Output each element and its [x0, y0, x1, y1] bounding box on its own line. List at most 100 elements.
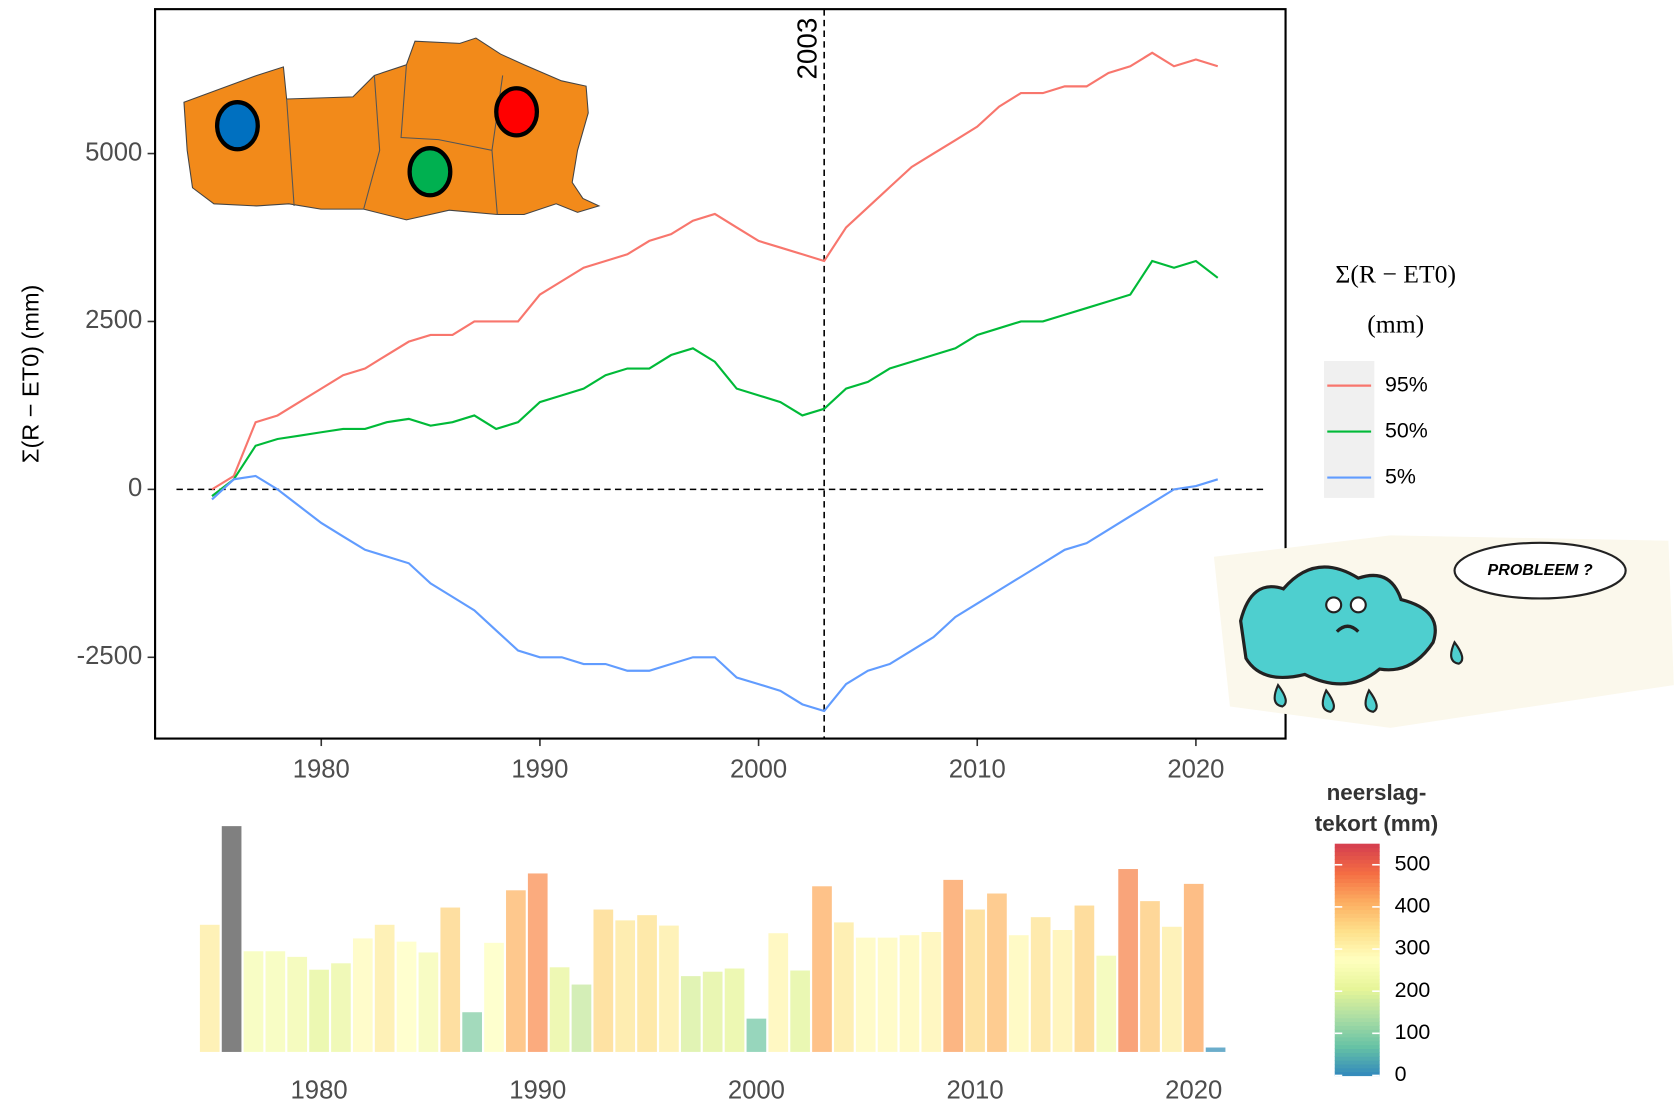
- bar: [987, 894, 1007, 1052]
- colorbar-segment: [1335, 1048, 1380, 1053]
- legend-title: (mm): [1367, 310, 1424, 339]
- colorbar-segment: [1335, 1045, 1380, 1050]
- colorbar-label: 100: [1395, 1020, 1431, 1044]
- bar: [1162, 927, 1182, 1052]
- colorbar-label: 400: [1395, 894, 1431, 918]
- cartoon: PROBLEEM ?: [1214, 535, 1674, 728]
- bar: [834, 922, 854, 1052]
- colorbar-segment: [1335, 940, 1380, 945]
- x-tick-label: 1990: [509, 1076, 566, 1104]
- x-tick-label: 1980: [293, 755, 350, 783]
- y-tick-label: 5000: [85, 138, 142, 166]
- bar: [419, 952, 439, 1051]
- bar: [1009, 935, 1029, 1052]
- colorbar-label: 0: [1395, 1062, 1407, 1086]
- map-inset: [184, 38, 599, 220]
- colorbar-label: 300: [1395, 936, 1431, 960]
- bar: [528, 873, 548, 1051]
- colorbar-segment: [1335, 898, 1380, 903]
- series-line: [212, 261, 1218, 496]
- bar: [287, 957, 307, 1052]
- colorbar-segment: [1335, 886, 1380, 891]
- bar: [484, 943, 504, 1052]
- bar: [309, 970, 329, 1052]
- bar: [1075, 906, 1095, 1052]
- bar: [812, 886, 832, 1052]
- event-label: 2003: [792, 18, 823, 80]
- colorbar-label: 200: [1395, 978, 1431, 1002]
- x-tick-label: 2010: [949, 755, 1006, 783]
- colorbar-segment: [1335, 902, 1380, 907]
- bar: [1031, 917, 1051, 1052]
- bar: [681, 976, 701, 1052]
- bar: [462, 1012, 482, 1052]
- bar: [397, 942, 417, 1052]
- y-axis-label: Σ(R − ET0) (mm): [17, 285, 43, 463]
- legend-label: 95%: [1385, 372, 1428, 396]
- bar: [725, 969, 745, 1052]
- colorbar-segment: [1335, 882, 1380, 887]
- legend-label: 50%: [1385, 418, 1428, 442]
- x-tick-label: 2000: [728, 1076, 785, 1104]
- bar: [266, 951, 286, 1052]
- colorbar-segment: [1335, 921, 1380, 926]
- speech-text: PROBLEEM ?: [1488, 561, 1593, 579]
- bar: [375, 925, 395, 1052]
- colorbar-segment: [1335, 983, 1380, 988]
- colorbar-segment: [1335, 936, 1380, 941]
- x-tick-label: 2020: [1167, 755, 1224, 783]
- colorbar-segment: [1335, 851, 1380, 856]
- colorbar-segment: [1335, 929, 1380, 934]
- colorbar-segment: [1335, 975, 1380, 980]
- colorbar-segment: [1335, 971, 1380, 976]
- bar: [506, 890, 526, 1052]
- bar: [659, 926, 679, 1052]
- x-tick-label: 2020: [1165, 1076, 1222, 1104]
- colorbar-segment: [1335, 925, 1380, 930]
- colorbar-segment: [1335, 917, 1380, 922]
- colorbar-segment: [1335, 933, 1380, 938]
- colorbar-segment: [1335, 1060, 1380, 1065]
- colorbar-segment: [1335, 1006, 1380, 1011]
- colorbar-segment: [1335, 894, 1380, 899]
- bar: [440, 908, 460, 1052]
- y-tick-label: 2500: [85, 306, 142, 334]
- colorbar-segment: [1335, 1041, 1380, 1046]
- x-tick-label: 2000: [730, 755, 787, 783]
- colorbar-segment: [1335, 1002, 1380, 1007]
- bar: [593, 910, 613, 1052]
- colorbar-segment: [1335, 1010, 1380, 1015]
- colorbar-segment: [1335, 848, 1380, 853]
- colorbar-segment: [1335, 909, 1380, 914]
- bar: [200, 925, 220, 1052]
- bar: [244, 951, 264, 1052]
- colorbar-segment: [1335, 1018, 1380, 1023]
- colorbar-segment: [1335, 1014, 1380, 1019]
- colorbar-segment: [1335, 1025, 1380, 1030]
- bar: [1053, 930, 1073, 1052]
- bar: [965, 910, 985, 1052]
- bar: [878, 938, 898, 1052]
- y-tick-label: -2500: [77, 642, 143, 670]
- x-tick-label: 1980: [291, 1076, 348, 1104]
- colorbar-segment: [1335, 963, 1380, 968]
- bar: [1118, 869, 1138, 1052]
- colorbar-segment: [1335, 998, 1380, 1003]
- bar: [1096, 956, 1116, 1052]
- bar: [768, 933, 788, 1052]
- colorbar-segment: [1335, 878, 1380, 883]
- legend-title: Σ(R − ET0): [1335, 259, 1456, 288]
- x-tick-label: 1990: [511, 755, 568, 783]
- colorbar-segment: [1335, 1068, 1380, 1073]
- y-tick-label: 0: [128, 474, 142, 502]
- colorbar-segment: [1335, 871, 1380, 876]
- colorbar-title: neerslag-: [1327, 780, 1427, 805]
- colorbar-segment: [1335, 960, 1380, 965]
- colorbar-segment: [1335, 967, 1380, 972]
- colorbar-segment: [1335, 913, 1380, 918]
- colorbar-segment: [1335, 1021, 1380, 1026]
- colorbar-segment: [1335, 952, 1380, 957]
- colorbar-segment: [1335, 855, 1380, 860]
- bar: [331, 963, 351, 1052]
- bar: [1184, 884, 1204, 1052]
